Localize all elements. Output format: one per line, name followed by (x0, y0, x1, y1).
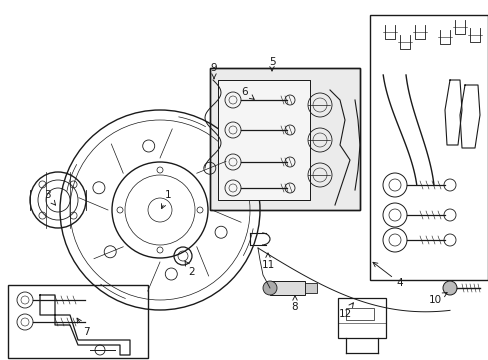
Text: 12: 12 (338, 303, 353, 319)
Text: 1: 1 (161, 190, 171, 208)
Text: 2: 2 (184, 261, 195, 277)
Text: 9: 9 (210, 63, 217, 79)
Bar (346, 308, 373, 320)
Bar (8, 285, 148, 358)
Bar (209, 68, 359, 210)
Bar (369, 15, 487, 280)
Text: 3: 3 (43, 190, 56, 205)
Bar (269, 281, 305, 295)
Text: 5: 5 (268, 57, 275, 71)
Text: 10: 10 (427, 292, 447, 305)
Bar (337, 298, 385, 338)
Text: 4: 4 (372, 262, 403, 288)
Text: 8: 8 (291, 296, 298, 312)
Bar (218, 80, 309, 200)
Circle shape (442, 281, 456, 295)
Text: 11: 11 (261, 253, 274, 270)
Bar (305, 283, 316, 293)
Circle shape (263, 281, 276, 295)
Text: 7: 7 (77, 318, 89, 337)
Text: 6: 6 (241, 87, 254, 99)
Bar (218, 80, 309, 200)
Bar (209, 68, 359, 210)
